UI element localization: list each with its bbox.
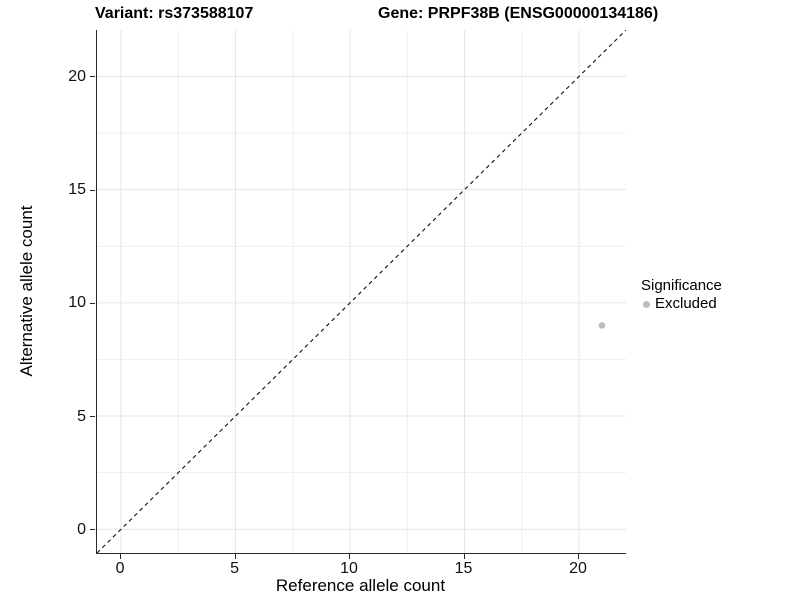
x-tick-mark (578, 554, 580, 559)
y-tick-mark (90, 76, 95, 78)
gene-title: Gene: PRPF38B (ENSG00000134186) (378, 5, 659, 22)
y-tick-mark (90, 189, 95, 191)
legend: Significance Excluded (641, 277, 722, 313)
y-tick-label: 0 (77, 520, 86, 538)
y-tick-label: 5 (77, 407, 86, 425)
y-tick-mark (90, 416, 95, 418)
legend-item-excluded: Excluded (641, 295, 722, 313)
x-axis-title: Reference allele count (275, 576, 446, 595)
variant-title: Variant: rs373588107 (95, 5, 254, 22)
x-tick-mark (120, 554, 122, 559)
plot-canvas (97, 30, 626, 553)
y-tick-label: 20 (68, 67, 86, 85)
y-tick-label: 10 (68, 294, 86, 312)
x-tick-mark (463, 554, 465, 559)
legend-title: Significance (641, 277, 722, 294)
plot-panel (96, 30, 626, 554)
x-tick-label: 10 (340, 560, 358, 577)
x-tick-mark (349, 554, 351, 559)
x-tick-mark (234, 554, 236, 559)
x-tick-label: 20 (569, 560, 587, 577)
excluded-point-icon (643, 300, 650, 308)
y-tick-mark (90, 302, 95, 304)
y-tick-label: 15 (68, 181, 86, 199)
x-tick-label: 15 (454, 560, 473, 577)
y-axis-title: Alternative allele count (17, 205, 36, 377)
y-tick-mark (90, 529, 95, 531)
x-tick-label: 5 (230, 560, 239, 577)
legend-item-label: Excluded (655, 295, 717, 312)
x-tick-label: 0 (115, 560, 125, 577)
